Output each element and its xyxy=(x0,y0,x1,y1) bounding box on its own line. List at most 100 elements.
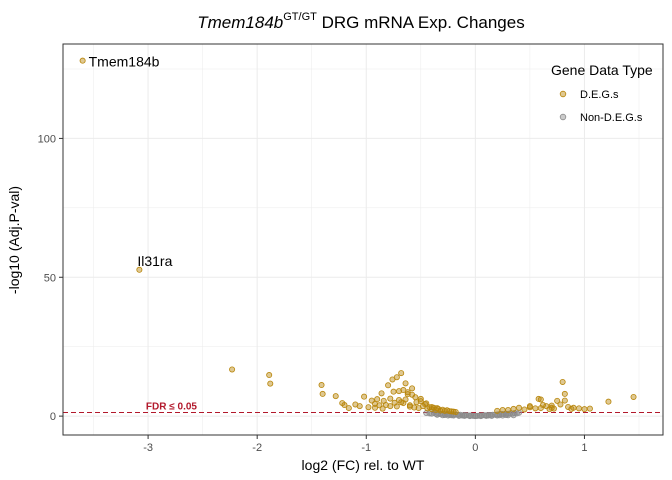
data-point-d-e-g-s xyxy=(510,405,517,412)
x-tick-label: -1 xyxy=(361,442,371,454)
data-point-d-e-g-s xyxy=(356,403,363,410)
data-point-d-e-g-s xyxy=(450,408,457,415)
data-point-d-e-g-s xyxy=(79,57,86,64)
data-point-non-d-e-g-s xyxy=(502,412,509,419)
point-label-il31ra: Il31ra xyxy=(137,253,172,269)
data-point-d-e-g-s xyxy=(365,404,372,411)
data-point-d-e-g-s xyxy=(400,387,407,394)
data-point-d-e-g-s xyxy=(393,403,400,410)
data-point-non-d-e-g-s xyxy=(477,413,484,420)
data-point-non-d-e-g-s xyxy=(485,412,492,419)
data-point-d-e-g-s xyxy=(393,374,400,381)
data-point-d-e-g-s xyxy=(452,408,459,415)
y-axis-ticks: 0 50 100 xyxy=(38,133,63,423)
data-point-d-e-g-s xyxy=(576,405,583,412)
y-tick-label: 50 xyxy=(44,272,56,284)
plot-panel: FDR ≤ 0.05 Tmem184b Il31ra xyxy=(62,43,664,436)
data-point-d-e-g-s xyxy=(385,382,392,389)
data-point-d-e-g-s xyxy=(423,400,430,407)
data-point-d-e-g-s xyxy=(548,402,555,409)
data-point-d-e-g-s xyxy=(395,397,402,404)
y-tick-label: 0 xyxy=(50,411,56,423)
data-point-d-e-g-s xyxy=(390,388,397,395)
legend-label-d-e-g-s: D.E.G.s xyxy=(580,89,619,101)
data-point-d-e-g-s xyxy=(521,406,528,413)
data-point-non-d-e-g-s xyxy=(510,412,517,419)
legend-key-d-e-g-s xyxy=(559,90,567,98)
legend-title: Gene Data Type xyxy=(551,62,653,78)
data-point-d-e-g-s xyxy=(559,378,566,385)
data-point-d-e-g-s xyxy=(586,405,593,412)
panel-background xyxy=(63,44,663,435)
data-point-d-e-g-s xyxy=(417,398,424,405)
x-tick-label: -2 xyxy=(252,442,262,454)
data-point-d-e-g-s xyxy=(446,408,453,415)
data-point-d-e-g-s xyxy=(581,406,588,413)
legend-label-non-d-e-g-s: Non-D.E.G.s xyxy=(580,112,643,124)
data-point-d-e-g-s xyxy=(428,403,435,410)
data-point-d-e-g-s xyxy=(318,382,325,389)
x-tick-label: 0 xyxy=(472,442,478,454)
data-point-d-e-g-s xyxy=(494,407,501,414)
title-genotype-superscript: GT/GT xyxy=(283,11,317,23)
legend-entries: D.E.G.s Non-D.E.G.s xyxy=(559,89,643,124)
data-point-d-e-g-s xyxy=(570,404,577,411)
threshold-layer: FDR ≤ 0.05 xyxy=(63,402,663,414)
data-point-d-e-g-s xyxy=(605,398,612,405)
point-label-tmem184b: Tmem184b xyxy=(89,54,160,70)
data-point-d-e-g-s xyxy=(516,404,523,411)
legend-key-non-d-e-g-s xyxy=(559,113,567,121)
title-rest: DRG mRNA Exp. Changes xyxy=(317,13,525,32)
data-point-d-e-g-s xyxy=(136,266,143,273)
data-point-d-e-g-s xyxy=(448,408,455,415)
data-point-d-e-g-s xyxy=(561,390,568,397)
annotations-layer: Tmem184b Il31ra xyxy=(89,54,173,269)
data-point-non-d-e-g-s xyxy=(516,409,523,416)
data-point-d-e-g-s xyxy=(361,393,368,400)
data-point-d-e-g-s xyxy=(341,402,348,409)
data-point-d-e-g-s xyxy=(554,397,561,404)
data-point-d-e-g-s xyxy=(398,370,405,377)
data-point-d-e-g-s xyxy=(387,395,394,402)
data-point-d-e-g-s xyxy=(537,405,544,412)
data-point-d-e-g-s xyxy=(319,390,326,397)
x-axis-ticks: -3 -2 -1 0 1 xyxy=(143,435,588,454)
x-axis-title: log2 (FC) rel. to WT xyxy=(302,457,425,473)
data-point-d-e-g-s xyxy=(561,397,568,404)
data-point-d-e-g-s xyxy=(412,394,419,401)
title-gene: Tmem184b xyxy=(197,13,283,32)
data-point-d-e-g-s xyxy=(557,401,564,408)
data-point-d-e-g-s xyxy=(267,380,274,387)
data-point-d-e-g-s xyxy=(266,372,273,379)
y-tick-label: 100 xyxy=(38,133,56,145)
data-point-non-d-e-g-s xyxy=(441,412,448,419)
data-point-d-e-g-s xyxy=(630,393,637,400)
data-point-d-e-g-s xyxy=(379,405,386,412)
data-point-d-e-g-s xyxy=(526,403,533,410)
data-point-d-e-g-s xyxy=(404,391,411,398)
data-point-d-e-g-s xyxy=(505,407,512,414)
data-point-d-e-g-s xyxy=(374,396,381,403)
data-point-d-e-g-s xyxy=(434,405,441,412)
data-point-d-e-g-s xyxy=(229,366,236,373)
data-point-d-e-g-s xyxy=(402,380,409,387)
data-point-d-e-g-s xyxy=(537,396,544,403)
legend: Gene Data Type D.E.G.s Non-D.E.G.s xyxy=(551,62,653,124)
data-point-d-e-g-s xyxy=(406,402,413,409)
x-tick-label: 1 xyxy=(581,442,587,454)
x-tick-label: -3 xyxy=(143,442,153,454)
data-point-non-d-e-g-s xyxy=(472,413,479,420)
grid xyxy=(63,44,663,435)
data-point-d-e-g-s xyxy=(387,403,394,410)
data-point-d-e-g-s xyxy=(332,393,339,400)
points-layer xyxy=(79,57,637,420)
plot-title: Tmem184bGT/GT DRG mRNA Exp. Changes xyxy=(197,11,524,32)
data-point-d-e-g-s xyxy=(409,385,416,392)
panel-border xyxy=(62,43,664,436)
fdr-threshold-label: FDR ≤ 0.05 xyxy=(146,402,197,413)
data-point-d-e-g-s xyxy=(499,407,506,414)
data-point-d-e-g-s xyxy=(402,396,409,403)
data-point-d-e-g-s xyxy=(345,405,352,412)
data-point-non-d-e-g-s xyxy=(466,413,473,420)
